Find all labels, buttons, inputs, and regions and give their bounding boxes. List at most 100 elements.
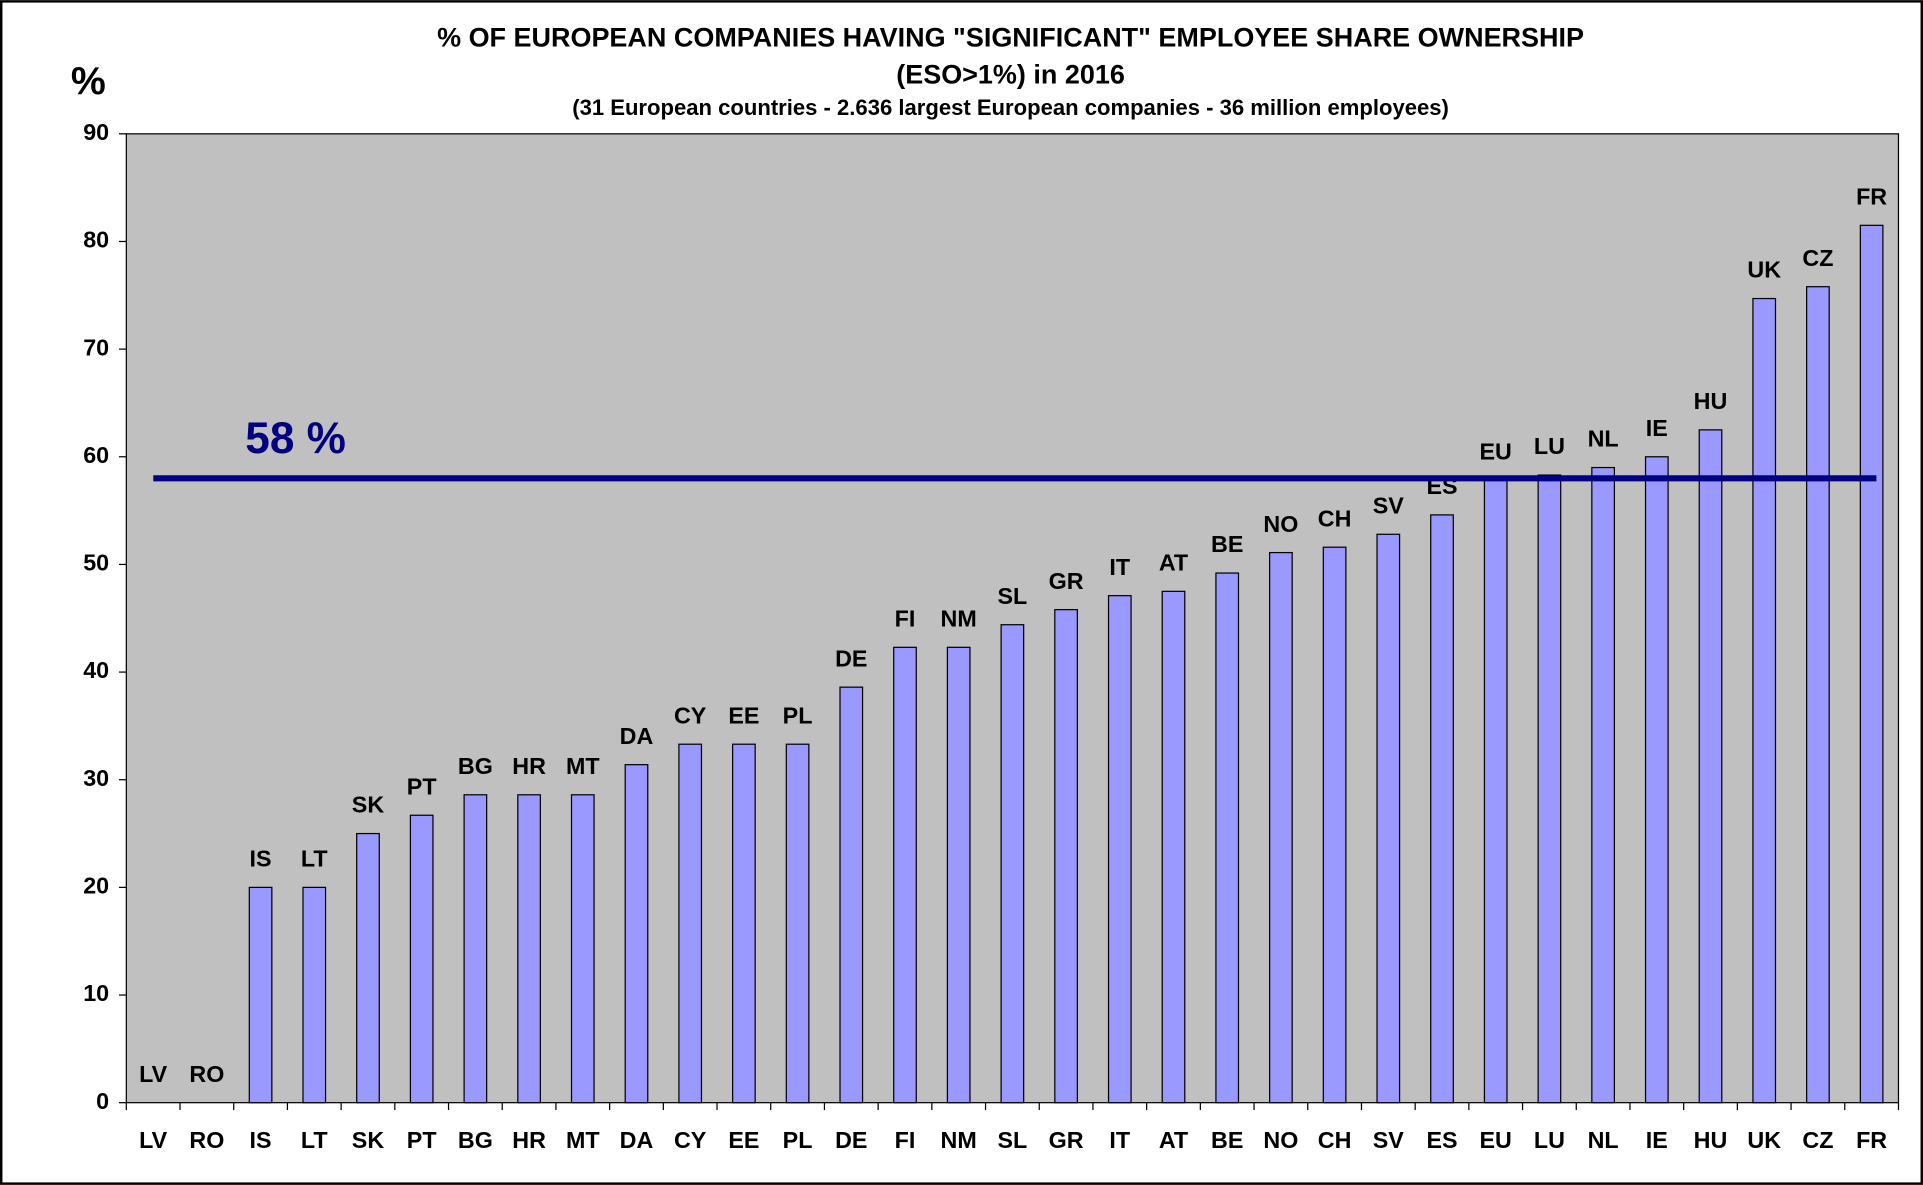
bar: [624, 764, 649, 1104]
x-tick-label: FR: [1856, 1127, 1887, 1153]
bar: [356, 832, 380, 1104]
bar-label: MT: [566, 753, 600, 779]
x-tick-label: NO: [1263, 1127, 1298, 1153]
x-tick-label: LV: [139, 1127, 168, 1153]
y-tick-label: 10: [83, 980, 109, 1006]
bar-label: IT: [1109, 554, 1130, 580]
bar-label: SV: [1373, 492, 1405, 518]
x-tick-label: ES: [1426, 1127, 1457, 1153]
y-tick-label: 80: [83, 227, 109, 253]
bar: [946, 646, 971, 1104]
x-tick-label: AT: [1159, 1127, 1188, 1153]
bar: [409, 814, 434, 1104]
bar: [1644, 456, 1669, 1104]
x-tick-label: GR: [1049, 1127, 1084, 1153]
bar-label: UK: [1747, 257, 1781, 283]
x-tick-label: IE: [1646, 1127, 1668, 1153]
y-axis-label: %: [71, 59, 106, 103]
bar: [839, 686, 864, 1104]
x-tick-label: PL: [783, 1127, 813, 1153]
bar-label: AT: [1159, 550, 1188, 576]
bar-label: SL: [998, 583, 1028, 609]
reference-label: 58 %: [245, 414, 346, 463]
y-tick-label: 20: [83, 873, 109, 899]
bar: [1215, 572, 1240, 1104]
bar: [1698, 429, 1723, 1104]
bar: [302, 886, 327, 1104]
bar: [1269, 551, 1293, 1104]
x-tick-label: DA: [620, 1127, 654, 1153]
bar: [1591, 466, 1616, 1104]
bar-label: RO: [189, 1061, 224, 1087]
bar: [1806, 286, 1830, 1104]
bar-label: CH: [1318, 505, 1352, 531]
chart-title: (ESO>1%) in 2016: [896, 59, 1125, 89]
bar-label: CZ: [1802, 245, 1833, 271]
bar: [1322, 546, 1347, 1104]
x-tick-label: BE: [1211, 1127, 1243, 1153]
bar: [893, 646, 917, 1104]
bar-label: PT: [407, 773, 437, 799]
bar: [463, 794, 488, 1104]
bar-label: PL: [783, 702, 813, 728]
x-tick-label: CZ: [1802, 1127, 1833, 1153]
bar-label: IE: [1646, 415, 1668, 441]
bar: [1054, 609, 1078, 1104]
x-tick-label: NM: [941, 1127, 977, 1153]
bar-label: GR: [1049, 568, 1084, 594]
chart-title: % OF EUROPEAN COMPANIES HAVING "SIGNIFIC…: [437, 23, 1584, 53]
bar-label: BE: [1211, 531, 1243, 557]
y-tick-label: 90: [83, 119, 109, 145]
y-tick-label: 40: [83, 657, 109, 683]
bar: [678, 743, 703, 1104]
x-tick-label: PT: [407, 1127, 437, 1153]
x-tick-label: EU: [1480, 1127, 1512, 1153]
x-tick-label: CH: [1318, 1127, 1352, 1153]
x-tick-label: SL: [998, 1127, 1028, 1153]
bar-label: HU: [1694, 388, 1728, 414]
bar-label: DE: [835, 645, 867, 671]
bar: [785, 743, 810, 1104]
bar: [1376, 533, 1401, 1104]
x-tick-label: LU: [1534, 1127, 1565, 1153]
bar-label: LT: [301, 846, 328, 872]
x-tick-label: FI: [895, 1127, 916, 1153]
x-tick-label: BG: [458, 1127, 493, 1153]
y-tick-label: 50: [83, 550, 109, 576]
bar-label: FI: [895, 605, 916, 631]
bar: [731, 743, 756, 1104]
bar-label: SK: [352, 792, 385, 818]
x-tick-label: HR: [512, 1127, 546, 1153]
x-tick-label: IT: [1109, 1127, 1130, 1153]
bar: [1161, 590, 1186, 1104]
bar: [1000, 624, 1025, 1104]
bar-label: HR: [512, 753, 546, 779]
bar: [248, 886, 273, 1104]
chart-subtitle: (31 European countries - 2.636 largest E…: [572, 95, 1449, 120]
bar-label: NL: [1588, 426, 1619, 452]
x-tick-label: SK: [352, 1127, 385, 1153]
y-tick-label: 0: [96, 1088, 109, 1114]
bar: [1430, 514, 1454, 1104]
bar: [1537, 474, 1562, 1104]
bar: [1859, 224, 1884, 1104]
y-tick-label: 70: [83, 334, 109, 360]
x-tick-label: DE: [835, 1127, 867, 1153]
bar: [517, 794, 541, 1104]
bar-label: IS: [250, 846, 272, 872]
bar: [1107, 595, 1132, 1104]
bar-label: NO: [1263, 511, 1298, 537]
bar: [1483, 479, 1508, 1104]
bar-label: EU: [1480, 439, 1512, 465]
bar: [570, 794, 595, 1104]
bar-label: NM: [941, 605, 977, 631]
bar-label: DA: [620, 723, 654, 749]
x-tick-label: UK: [1747, 1127, 1781, 1153]
x-tick-label: CY: [674, 1127, 707, 1153]
x-tick-label: SV: [1373, 1127, 1405, 1153]
x-tick-label: MT: [566, 1127, 600, 1153]
bar-label: LU: [1534, 433, 1565, 459]
bar-label: LV: [139, 1061, 168, 1087]
bar-label: BG: [458, 753, 493, 779]
